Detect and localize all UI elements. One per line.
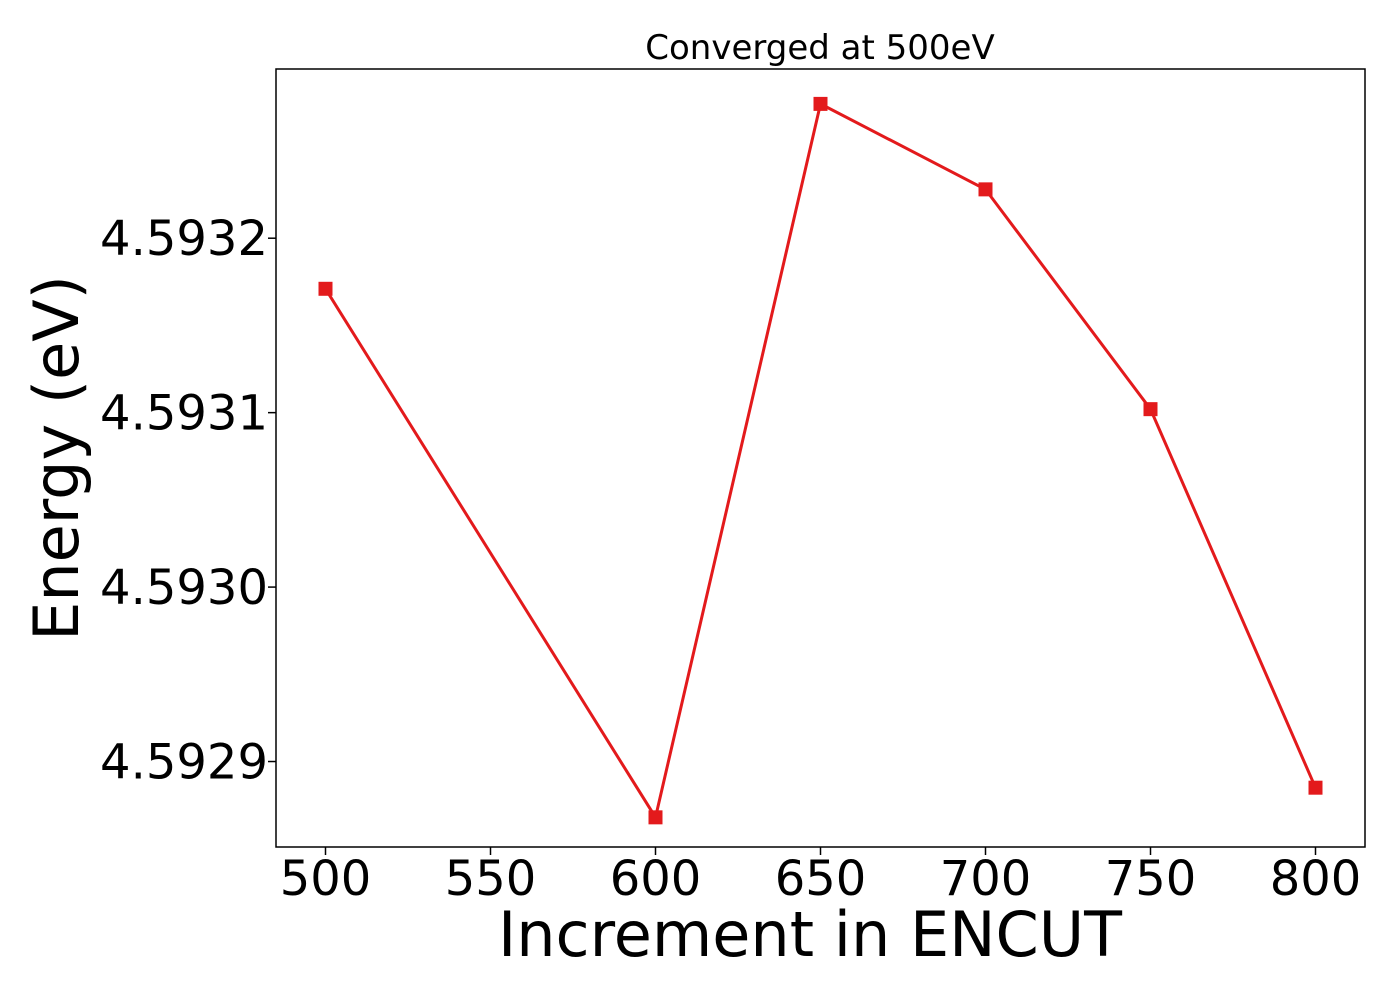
series-line [324,101,1317,822]
data-point-marker [1308,780,1323,795]
x-tick-label: 600 [610,851,702,907]
x-tick-label: 650 [775,851,867,907]
y-tick-label: 4.5931 [100,386,268,442]
x-tick-label: 500 [280,851,372,907]
y-axis-ticks: 4.5929 4.5930 4.5931 4.5932 [100,211,276,791]
y-tick-label: 4.5930 [100,560,268,616]
y-tick-label: 4.5929 [100,735,268,791]
data-point-marker [1143,402,1158,417]
series-layer [318,96,1323,825]
data-point-marker [318,281,333,296]
x-tick-label: 550 [445,851,537,907]
x-tick-label: 750 [1105,851,1197,907]
y-axis-label: Energy (eV) [20,275,93,641]
data-point-marker [978,182,993,197]
x-axis-ticks: 500 550 600 650 700 750 800 [280,847,1362,907]
x-tick-label: 800 [1270,851,1362,907]
plot-area [275,68,1366,848]
x-tick-label: 700 [940,851,1032,907]
y-tick-label: 4.5932 [100,211,268,267]
data-point-marker [648,810,663,825]
data-point-marker [813,96,828,111]
chart-title: Converged at 500eV [645,28,994,68]
x-axis-label: Increment in ENCUT [498,898,1123,971]
